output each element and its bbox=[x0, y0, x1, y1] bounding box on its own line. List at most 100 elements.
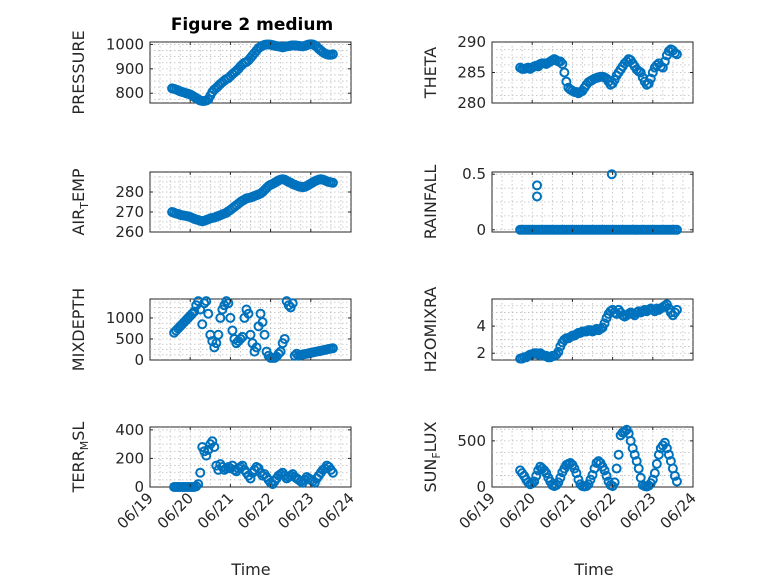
data-point bbox=[327, 177, 338, 188]
data-point bbox=[583, 479, 594, 490]
data-point bbox=[555, 56, 566, 67]
data-point bbox=[585, 474, 596, 485]
data-point bbox=[327, 49, 338, 60]
data-point bbox=[559, 67, 570, 78]
y-axis-label: PRESSURE bbox=[69, 30, 88, 114]
y-tick-label: 1000 bbox=[106, 35, 144, 53]
y-tick-label: 500 bbox=[115, 330, 144, 348]
data-point bbox=[273, 348, 284, 359]
data-point bbox=[599, 465, 610, 476]
y-tick-label: 200 bbox=[115, 449, 144, 467]
data-point bbox=[225, 312, 236, 323]
y-axis-label: RAINFALL bbox=[421, 165, 440, 240]
data-point bbox=[659, 56, 670, 67]
x-tick-label: 06/24 bbox=[657, 489, 700, 532]
data-point bbox=[213, 329, 224, 340]
data-point bbox=[553, 477, 564, 488]
y-axis-label: THETA bbox=[421, 47, 440, 99]
data-point bbox=[657, 62, 668, 73]
y-tick-label: 800 bbox=[115, 84, 144, 102]
data-point bbox=[647, 67, 658, 78]
data-point bbox=[671, 224, 682, 235]
data-point bbox=[201, 450, 212, 461]
x-tick-label: 06/21 bbox=[194, 489, 237, 532]
data-point bbox=[643, 78, 654, 89]
data-point bbox=[569, 463, 580, 474]
data-point bbox=[327, 343, 338, 354]
x-tick-label: 06/20 bbox=[154, 489, 197, 532]
y-tick-label: 290 bbox=[457, 33, 486, 51]
y-tick-label: 0 bbox=[476, 478, 486, 496]
x-tick-label: 06/22 bbox=[234, 489, 277, 532]
subplot-terr_msl: 020040006/1906/2006/2106/2206/2306/24TER… bbox=[69, 421, 358, 533]
data-point bbox=[279, 333, 290, 344]
data-point bbox=[633, 463, 644, 474]
data-point bbox=[195, 467, 206, 478]
data-point bbox=[251, 342, 262, 353]
data-point bbox=[649, 468, 660, 479]
data-point bbox=[243, 308, 254, 319]
y-tick-label: 0 bbox=[476, 221, 486, 239]
y-axis-label: SUNFLUX bbox=[421, 421, 443, 492]
data-point bbox=[189, 306, 200, 317]
data-point bbox=[527, 478, 538, 489]
y-tick-label: 400 bbox=[115, 421, 144, 439]
data-point bbox=[645, 73, 656, 84]
data-point bbox=[609, 477, 620, 488]
data-point bbox=[635, 67, 646, 78]
data-point bbox=[529, 476, 540, 487]
data-point bbox=[671, 304, 682, 315]
x-axis-label-left: Time bbox=[230, 560, 270, 579]
y-tick-label: 0.5 bbox=[462, 165, 486, 183]
subplot-pressure: 800 900 1000 PRESSURE bbox=[69, 30, 352, 115]
data-point bbox=[193, 479, 204, 490]
subplot-h2omixra: 2 4 H2OMIXRA bbox=[421, 287, 694, 373]
data-point bbox=[203, 308, 214, 319]
x-tick-label: 06/23 bbox=[274, 489, 317, 532]
data-point bbox=[197, 319, 208, 330]
subplot-rainfall: 0 0.5 RAINFALL bbox=[421, 165, 694, 240]
data-point bbox=[611, 463, 622, 474]
data-point bbox=[201, 296, 212, 307]
subplot-mixdepth: 0 500 1000 MIXDEPTH bbox=[69, 288, 352, 371]
y-tick-label: 500 bbox=[457, 432, 486, 450]
subplot-air_temp: 260 270 280 AIRTEMP bbox=[69, 168, 352, 241]
y-tick-label: 270 bbox=[115, 203, 144, 221]
data-point bbox=[187, 308, 198, 319]
y-tick-label: 260 bbox=[115, 223, 144, 241]
data-point bbox=[257, 317, 268, 328]
data-point bbox=[606, 169, 617, 180]
data-point bbox=[327, 467, 338, 478]
subplot-theta: 280 285 290 THETA bbox=[421, 33, 694, 112]
data-point bbox=[669, 470, 680, 481]
y-tick-label: 0 bbox=[134, 478, 144, 496]
data-point bbox=[561, 76, 572, 87]
y-tick-label: 2 bbox=[476, 344, 486, 362]
y-tick-label: 280 bbox=[457, 94, 486, 112]
data-point bbox=[223, 298, 234, 309]
data-point bbox=[245, 473, 256, 484]
data-point bbox=[651, 458, 662, 469]
y-axis-label: H2OMIXRA bbox=[421, 287, 440, 373]
y-axis-label: AIRTEMP bbox=[69, 168, 91, 235]
data-point bbox=[599, 318, 610, 329]
x-axis-label-right: Time bbox=[573, 560, 613, 579]
data-point bbox=[659, 437, 670, 448]
data-point bbox=[613, 449, 624, 460]
y-tick-label: 285 bbox=[457, 64, 486, 82]
data-point bbox=[601, 470, 612, 481]
y-tick-label: 4 bbox=[476, 317, 486, 335]
x-tick-label: 06/22 bbox=[576, 489, 619, 532]
data-point bbox=[532, 191, 543, 202]
y-tick-label: 0 bbox=[134, 351, 144, 369]
data-point bbox=[553, 346, 564, 357]
y-tick-label: 900 bbox=[115, 60, 144, 78]
data-point bbox=[663, 46, 674, 57]
y-tick-label: 1000 bbox=[106, 309, 144, 327]
figure-title: Figure 2 medium bbox=[171, 15, 333, 35]
y-axis-label: TERRMSL bbox=[69, 422, 91, 494]
data-point bbox=[199, 298, 210, 309]
data-point bbox=[287, 298, 298, 309]
